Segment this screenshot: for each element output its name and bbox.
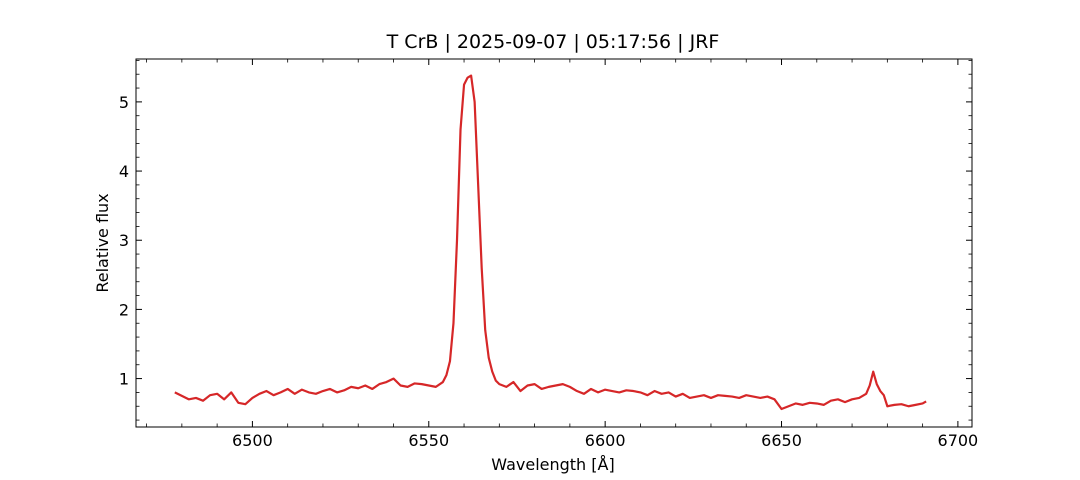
chart-title: T CrB | 2025-09-07 | 05:17:56 | JRF [386, 31, 720, 53]
x-tick-label-1: 6550 [408, 431, 449, 450]
y-tick-label-0: 1 [119, 370, 129, 389]
x-tick-label-2: 6600 [585, 431, 626, 450]
y-tick-label-3: 4 [119, 162, 129, 181]
x-tick-label-3: 6650 [761, 431, 802, 450]
x-axis-label: Wavelength [Å] [491, 455, 614, 474]
y-tick-label-4: 5 [119, 93, 129, 112]
ticks-layer: 6500 6550 6600 6650 6700 1 2 3 4 5 [119, 59, 978, 450]
plot-area [174, 74, 927, 411]
y-axis-label: Relative flux [93, 193, 112, 292]
y-tick-label-2: 3 [119, 231, 129, 250]
x-tick-label-4: 6700 [938, 431, 979, 450]
x-tick-label-0: 6500 [232, 431, 273, 450]
axes-frame [135, 58, 973, 428]
y-tick-label-1: 2 [119, 300, 129, 319]
series-layer [174, 74, 927, 411]
series-line-0 [174, 74, 927, 411]
